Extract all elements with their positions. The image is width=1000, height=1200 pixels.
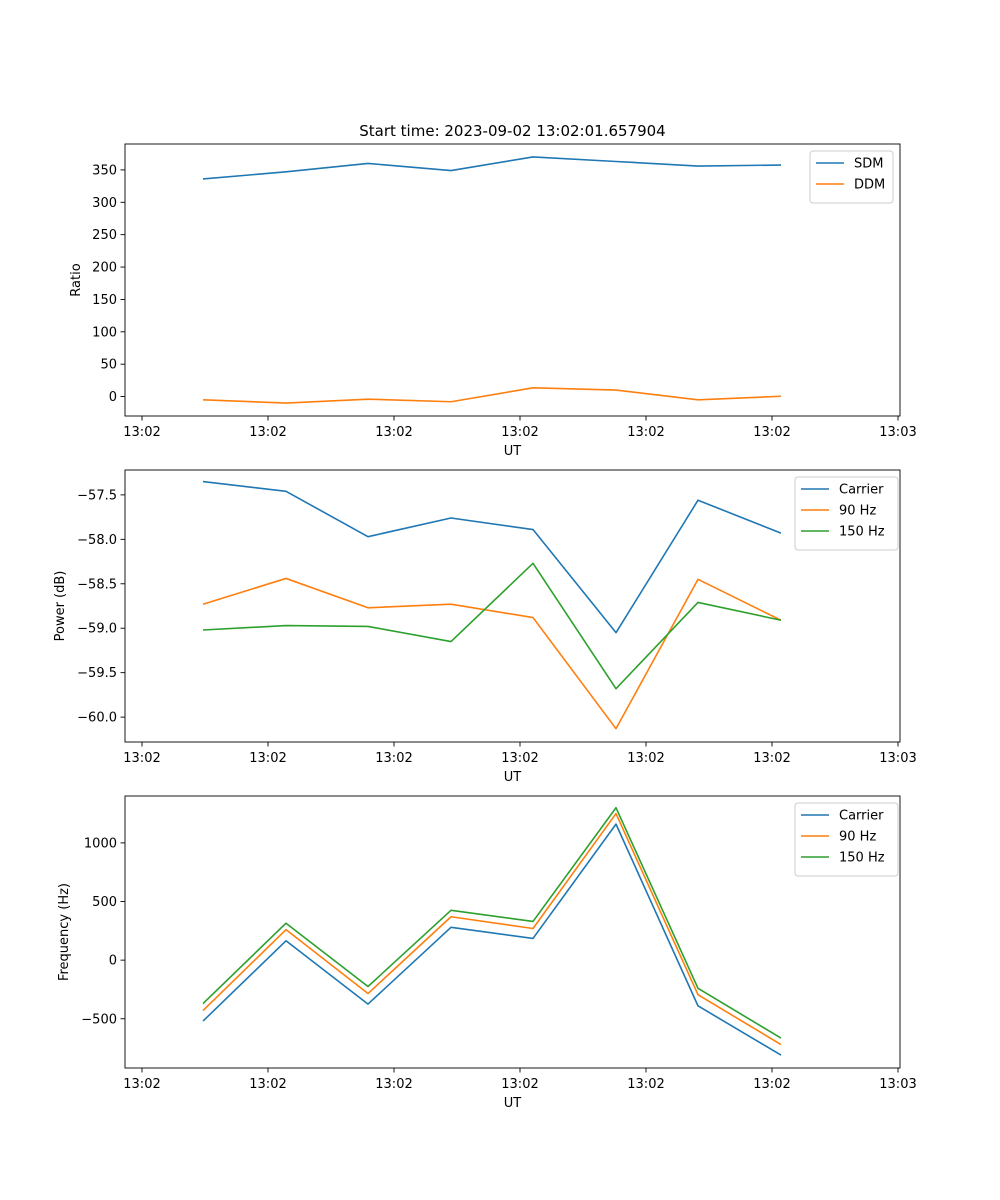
y-tick-label: −57.5 [77, 488, 117, 503]
y-tick-label: 0 [109, 954, 117, 969]
series-line-90-hz [202, 577, 782, 730]
y-tick-label: 0 [109, 390, 117, 405]
y-tick-label: 150 [92, 293, 117, 308]
y-tick-label: −60.0 [77, 711, 117, 726]
series-line-150-hz [202, 806, 782, 1039]
y-tick-label: −58.0 [77, 533, 117, 548]
y-tick-label: 350 [92, 163, 117, 178]
x-tick-label: 13:02 [627, 425, 664, 440]
x-tick-label: 13:02 [753, 751, 790, 766]
x-tick-label: 13:02 [753, 425, 790, 440]
y-tick-label: −59.5 [77, 666, 117, 681]
x-tick-label: 13:02 [501, 425, 538, 440]
y-axis-label: Ratio [69, 263, 84, 296]
axes-frame [124, 795, 901, 1069]
axes-frame [124, 143, 901, 417]
x-tick-label: 13:02 [123, 425, 160, 440]
legend-label: DDM [854, 178, 885, 193]
x-tick-label: 13:02 [375, 1077, 412, 1092]
subplot-2: 13:02 13:02 13:02 13:02 13:02 13:02 13:03 −60.0… [53, 469, 917, 785]
legend-label: 90 Hz [839, 504, 876, 519]
axes-frame [124, 469, 901, 743]
chart-title: Start time: 2023-09-02 13:02:01.657904 [359, 122, 665, 140]
legend-label: 90 Hz [839, 830, 876, 845]
x-axis-label: UT [504, 770, 522, 785]
legend-label: 150 Hz [839, 851, 885, 866]
x-tick-label: 13:02 [501, 751, 538, 766]
series-line-ddm [202, 387, 782, 404]
legend-label: Carrier [839, 809, 884, 824]
x-tick-label: 13:02 [375, 425, 412, 440]
x-tick-label: 13:02 [627, 751, 664, 766]
y-tick-label: 500 [92, 895, 117, 910]
x-tick-label: 13:02 [123, 1077, 160, 1092]
series-line-carrier [202, 823, 782, 1056]
legend-box [809, 150, 894, 204]
series-line-90-hz [202, 812, 782, 1046]
y-axis-label: Power (dB) [53, 571, 68, 642]
y-tick-label: 1000 [84, 836, 117, 851]
x-tick-label: 13:02 [123, 751, 160, 766]
legend-label: SDM [854, 157, 883, 172]
series-line-carrier [202, 480, 782, 634]
x-tick-label: 13:02 [249, 751, 286, 766]
y-tick-label: 200 [92, 261, 117, 276]
x-tick-label: 13:02 [627, 1077, 664, 1092]
x-axis-label: UT [504, 444, 522, 459]
y-tick-label: −59.0 [77, 622, 117, 637]
x-tick-label: 13:02 [753, 1077, 790, 1092]
x-tick-label: 13:02 [501, 1077, 538, 1092]
y-tick-label: −58.5 [77, 577, 117, 592]
subplot-1: 13:02 13:02 13:02 13:02 13:02 13:02 13:03 0 50 10… [69, 143, 917, 459]
y-tick-label: 300 [92, 196, 117, 211]
x-tick-label: 13:03 [879, 751, 916, 766]
x-tick-label: 13:03 [879, 425, 916, 440]
legend-label: Carrier [839, 483, 884, 498]
x-tick-label: 13:02 [249, 425, 286, 440]
y-tick-label: 250 [92, 228, 117, 243]
x-tick-label: 13:03 [879, 1077, 916, 1092]
x-tick-label: 13:02 [249, 1077, 286, 1092]
series-line-150-hz [202, 562, 782, 690]
y-axis-label: Frequency (Hz) [57, 883, 72, 981]
y-tick-label: 100 [92, 325, 117, 340]
legend-label: 150 Hz [839, 525, 885, 540]
x-tick-label: 13:02 [375, 751, 412, 766]
subplot-3: 13:02 13:02 13:02 13:02 13:02 13:02 13:03 −500 0… [57, 795, 917, 1111]
x-axis-label: UT [504, 1096, 522, 1111]
y-tick-label: −500 [81, 1012, 117, 1027]
series-line-sdm [202, 156, 782, 180]
y-tick-label: 50 [100, 358, 117, 373]
plots: 13:02 13:02 13:02 13:02 13:02 13:02 13:03 0 50 10… [53, 143, 917, 1111]
